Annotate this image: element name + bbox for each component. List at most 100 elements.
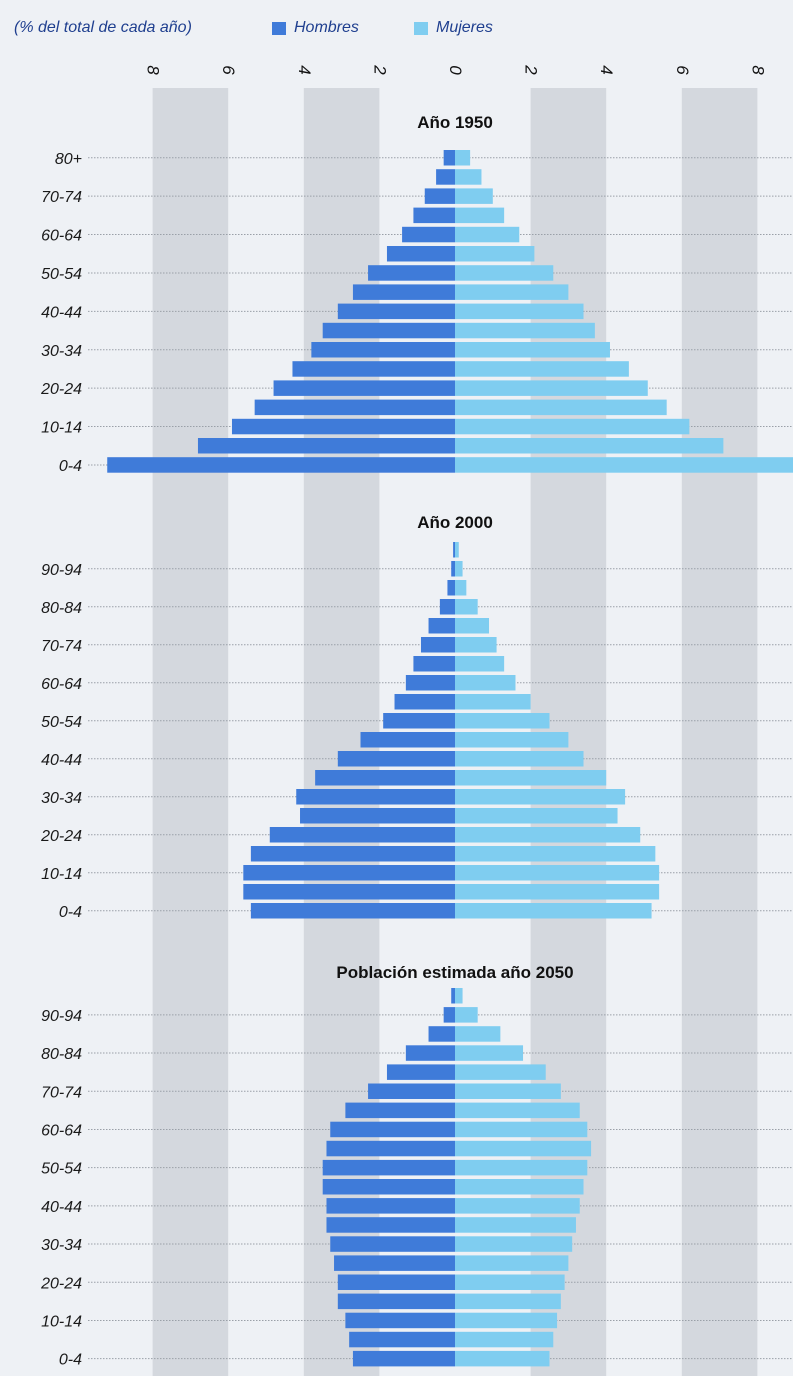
age-group-label: 70-74 — [41, 638, 82, 655]
bar-hombres — [386, 246, 455, 262]
bar-mujeres — [455, 1350, 550, 1367]
bar-mujeres — [455, 988, 463, 1004]
bar-hombres — [386, 1064, 455, 1080]
age-group-label: 0-4 — [59, 458, 82, 475]
legend-swatch-hombres — [272, 22, 286, 35]
bar-hombres — [197, 438, 455, 454]
bar-hombres — [453, 542, 455, 558]
bar-mujeres — [455, 846, 656, 862]
bar-mujeres — [455, 1121, 588, 1138]
bar-mujeres — [455, 599, 478, 615]
pyramid-panels: Año 1950 80+ 70-74 60-64 50-54 40-44 30-34 20-2… — [40, 113, 793, 1369]
bar-mujeres — [455, 789, 626, 805]
age-group-label: 50-54 — [41, 266, 82, 283]
age-group-label: 80-84 — [41, 1046, 82, 1063]
bar-mujeres — [455, 751, 584, 767]
age-group-label: 50-54 — [41, 714, 82, 731]
bar-mujeres — [455, 1198, 580, 1214]
bar-hombres — [300, 808, 455, 824]
bar-hombres — [330, 1121, 455, 1138]
bar-mujeres — [455, 284, 569, 300]
bar-mujeres — [455, 1045, 524, 1061]
bar-hombres — [360, 732, 455, 748]
grid-band — [681, 88, 758, 1376]
bar-mujeres — [455, 1331, 554, 1348]
legend-label-hombres: Hombres — [294, 19, 359, 36]
age-group-label: 40-44 — [41, 752, 82, 769]
bar-mujeres — [455, 618, 490, 634]
bar-mujeres — [455, 207, 505, 224]
bar-mujeres — [455, 542, 459, 558]
bar-mujeres — [455, 438, 724, 454]
age-group-label: 90-94 — [41, 562, 82, 579]
bar-hombres — [405, 675, 455, 691]
bar-mujeres — [455, 226, 520, 243]
bar-mujeres — [455, 1007, 478, 1023]
bar-hombres — [383, 713, 455, 729]
bar-mujeres — [455, 418, 690, 435]
bar-mujeres — [455, 457, 793, 473]
age-group-label: 40-44 — [41, 1199, 82, 1216]
x-tick-label: 8 — [144, 65, 163, 75]
age-group-label: 60-64 — [41, 676, 82, 693]
bar-hombres — [345, 1102, 455, 1119]
bar-mujeres — [455, 770, 607, 786]
bar-hombres — [420, 637, 455, 653]
bar-mujeres — [455, 1312, 558, 1329]
bar-hombres — [402, 226, 455, 243]
x-tick-label: 6 — [673, 65, 692, 75]
bar-hombres — [424, 188, 455, 204]
bar-hombres — [439, 599, 455, 615]
bar-hombres — [250, 903, 455, 919]
x-tick-label: 8 — [748, 65, 767, 75]
bar-hombres — [334, 1255, 455, 1271]
bar-mujeres — [455, 1217, 576, 1233]
x-tick-label: 4 — [597, 65, 616, 74]
bar-mujeres — [455, 1159, 588, 1176]
bar-hombres — [413, 207, 455, 224]
bar-hombres — [394, 694, 455, 710]
x-axis-ticks: 8 6 4 2 0 2 4 6 8 — [144, 64, 768, 75]
bar-hombres — [311, 342, 455, 358]
bar-mujeres — [455, 342, 610, 358]
x-tick-label: 4 — [295, 65, 314, 74]
bar-hombres — [352, 284, 455, 300]
age-group-label: 80+ — [55, 151, 82, 168]
age-group-label: 80-84 — [41, 600, 82, 617]
age-group-label: 10-14 — [41, 420, 82, 437]
age-group-label: 20-24 — [40, 381, 82, 398]
bar-mujeres — [455, 713, 550, 729]
bar-hombres — [322, 1159, 455, 1176]
bar-mujeres — [455, 827, 641, 843]
bar-hombres — [451, 988, 455, 1004]
bar-hombres — [250, 846, 455, 862]
bar-mujeres — [455, 561, 463, 577]
age-group-label: 20-24 — [40, 1275, 82, 1292]
bar-hombres — [337, 1274, 455, 1290]
age-group-label: 50-54 — [41, 1161, 82, 1178]
bar-hombres — [315, 770, 455, 786]
panel-title: Año 2000 — [417, 513, 493, 532]
age-group-label: 30-34 — [41, 790, 82, 807]
bar-mujeres — [455, 1026, 501, 1042]
panel-title: Población estimada año 2050 — [336, 963, 573, 982]
bar-mujeres — [455, 150, 471, 166]
bar-mujeres — [455, 732, 569, 748]
bar-mujeres — [455, 1064, 546, 1080]
age-group-label: 70-74 — [41, 189, 82, 206]
bar-hombres — [368, 1083, 455, 1099]
bar-hombres — [428, 1026, 455, 1042]
bar-hombres — [243, 865, 455, 881]
bar-hombres — [107, 457, 456, 473]
bar-mujeres — [455, 303, 584, 320]
bar-hombres — [447, 580, 455, 596]
bar-hombres — [428, 618, 455, 634]
bar-mujeres — [455, 1274, 565, 1290]
bar-hombres — [436, 169, 455, 185]
bar-mujeres — [455, 1255, 569, 1271]
bar-mujeres — [455, 169, 482, 185]
age-group-label: 60-64 — [41, 1122, 82, 1139]
x-tick-label: 2 — [370, 64, 389, 75]
bar-hombres — [322, 1179, 455, 1195]
bar-hombres — [405, 1045, 455, 1061]
